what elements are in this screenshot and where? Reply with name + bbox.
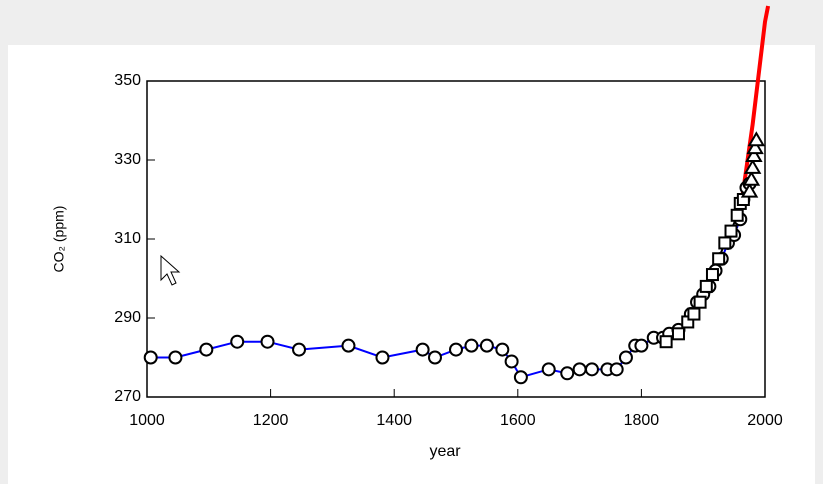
y-tick-label: 290 <box>114 309 141 326</box>
data-point <box>260 334 275 349</box>
y-tick-label: 350 <box>114 72 141 89</box>
data-point <box>712 252 726 266</box>
data-point <box>699 279 713 293</box>
x-tick-label: 1400 <box>376 412 412 429</box>
data-point <box>341 338 356 353</box>
data-point <box>168 350 183 365</box>
data-point <box>479 338 494 353</box>
data-point <box>504 354 519 369</box>
data-point <box>464 338 479 353</box>
data-point <box>449 342 463 357</box>
data-point <box>199 342 214 357</box>
data-point <box>659 335 673 349</box>
data-point <box>618 350 633 365</box>
y-axis-label: CO₂ (ppm) <box>51 206 67 273</box>
data-point <box>292 342 307 357</box>
data-point <box>584 362 599 377</box>
data-point <box>427 350 442 365</box>
data-point <box>415 342 430 357</box>
data-point <box>746 139 764 155</box>
x-tick-label: 1600 <box>500 412 536 429</box>
data-point <box>572 362 587 377</box>
data-point <box>609 362 624 377</box>
data-point <box>740 182 759 198</box>
cursor <box>160 254 181 286</box>
data-point <box>143 350 158 365</box>
data-point <box>513 370 528 385</box>
data-point <box>742 170 761 186</box>
panel <box>8 45 815 484</box>
x-axis-label: year <box>429 443 461 460</box>
data-point <box>687 307 701 321</box>
data-point <box>230 334 245 349</box>
x-tick-label: 1000 <box>129 412 165 429</box>
data-point <box>747 131 766 147</box>
x-tick-label: 2000 <box>747 412 783 429</box>
data-point <box>560 366 575 381</box>
y-tick-label: 310 <box>114 230 141 247</box>
y-tick-label: 270 <box>114 388 141 405</box>
data-point <box>743 158 762 174</box>
x-tick-label: 1800 <box>624 412 660 429</box>
plot-area <box>143 5 771 398</box>
data-point <box>718 236 732 250</box>
data-point <box>671 327 685 341</box>
series-line <box>738 5 771 212</box>
data-point <box>375 350 390 365</box>
data-point <box>541 362 556 377</box>
data-point <box>495 342 510 357</box>
data-point <box>634 338 649 353</box>
data-point <box>745 147 763 163</box>
data-point <box>724 224 738 238</box>
x-tick-label: 1200 <box>253 412 289 429</box>
y-tick-label: 330 <box>114 151 141 168</box>
data-point <box>730 208 744 222</box>
data-point <box>705 268 719 282</box>
data-point <box>693 295 707 309</box>
